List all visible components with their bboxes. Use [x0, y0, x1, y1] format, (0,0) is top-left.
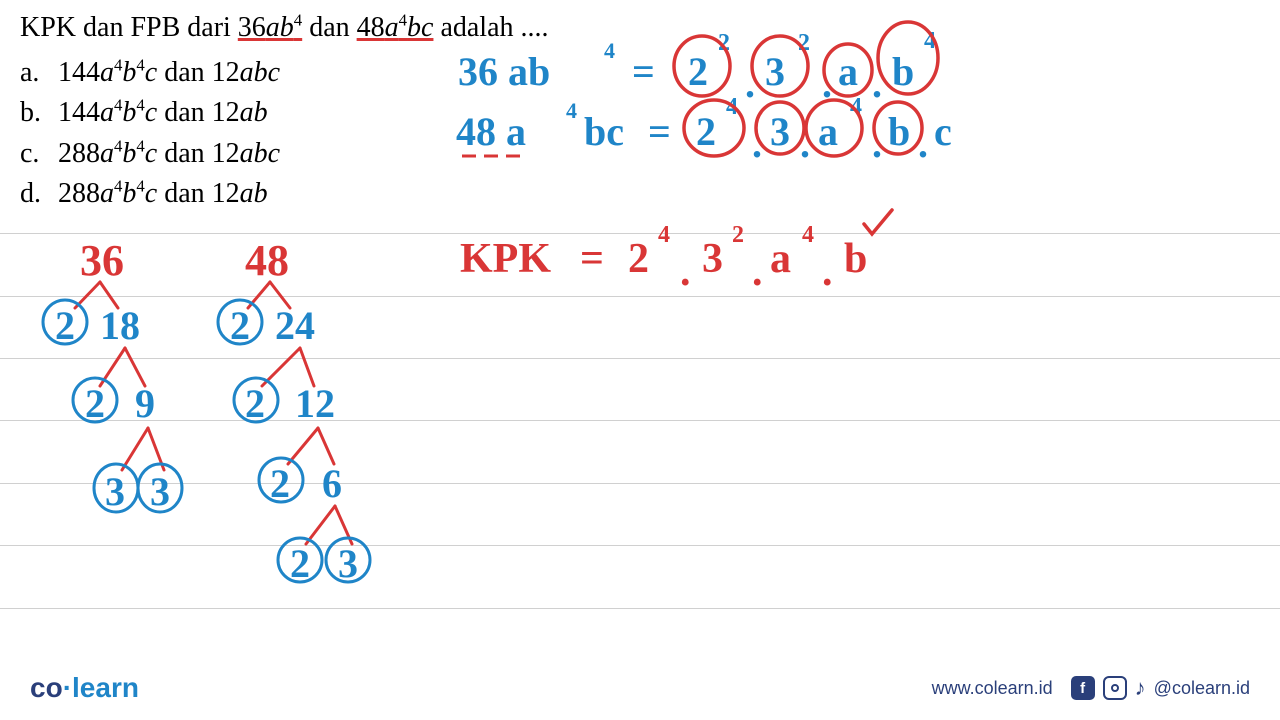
handwritten-text: .: [822, 60, 832, 107]
handwritten-text: 2: [270, 460, 290, 507]
handwritten-text: 2: [230, 302, 250, 349]
handwritten-text: bc: [584, 108, 624, 155]
handwritten-text: .: [800, 120, 810, 167]
handwritten-text: 4: [566, 98, 577, 124]
instagram-icon: [1103, 676, 1127, 700]
handwritten-text: a: [770, 235, 791, 283]
handwritten-text: 2: [696, 108, 716, 155]
handwritten-text: 4: [924, 28, 936, 55]
expr1: 36ab4: [238, 12, 302, 43]
brand-logo: co·learn: [30, 672, 139, 704]
option-d: d.288a4b4c dan 12ab: [20, 174, 549, 215]
tiktok-icon: ♪: [1135, 675, 1146, 701]
handwritten-text: b: [844, 235, 867, 283]
handwritten-text: 3: [702, 235, 723, 283]
footer-url: www.colearn.id: [932, 678, 1053, 699]
handwritten-text: 2: [85, 380, 105, 427]
handwritten-text: 3: [338, 540, 358, 587]
handwritten-text: 2: [245, 380, 265, 427]
handwritten-text: 2: [798, 30, 810, 57]
handwritten-text: .: [745, 60, 755, 107]
handwritten-text: 36: [80, 235, 124, 286]
handwritten-text: 3: [105, 468, 125, 515]
handwritten-text: =: [632, 48, 655, 95]
handwritten-text: 2: [55, 302, 75, 349]
handwritten-text: 2: [628, 235, 649, 283]
facebook-icon: f: [1071, 676, 1095, 700]
handwritten-text: 2: [688, 48, 708, 95]
handwritten-text: =: [648, 108, 671, 155]
handwritten-text: .: [822, 248, 833, 296]
handwritten-text: .: [680, 248, 691, 296]
footer-right: www.colearn.id f ♪ @colearn.id: [932, 675, 1250, 701]
handwritten-text: 36 ab: [458, 48, 550, 95]
handwritten-text: .: [872, 120, 882, 167]
handwritten-text: 24: [275, 302, 315, 349]
title-mid: dan: [302, 12, 356, 43]
logo-learn: learn: [72, 672, 139, 703]
handwritten-text: 3: [150, 468, 170, 515]
handwritten-text: 4: [726, 94, 738, 121]
handwritten-text: .: [752, 120, 762, 167]
handwritten-text: 4: [604, 38, 615, 64]
handwritten-text: 9: [135, 380, 155, 427]
handwritten-text: b: [892, 48, 914, 95]
footer: co·learn www.colearn.id f ♪ @colearn.id: [0, 668, 1280, 708]
logo-dot: ·: [63, 672, 72, 703]
social-icons: f ♪ @colearn.id: [1071, 675, 1250, 701]
handwritten-text: 6: [322, 460, 342, 507]
handwritten-text: .: [752, 248, 763, 296]
title-suffix: adalah ....: [433, 12, 548, 43]
expr2: 48a4bc: [357, 12, 434, 43]
handwritten-text: =: [580, 235, 604, 283]
handwritten-text: 18: [100, 302, 140, 349]
handwritten-text: 48: [245, 235, 289, 286]
handwritten-text: .: [872, 60, 882, 107]
handwritten-text: KPK: [460, 235, 551, 283]
footer-handle: @colearn.id: [1154, 678, 1250, 699]
handwritten-text: a: [838, 48, 858, 95]
handwritten-text: 4: [802, 222, 814, 249]
logo-co: co: [30, 672, 63, 703]
handwritten-text: 3: [765, 48, 785, 95]
handwritten-text: 2: [718, 30, 730, 57]
handwritten-text: 2: [732, 222, 744, 249]
question-title: KPK dan FPB dari 36ab4 dan 48a4bc adalah…: [20, 8, 549, 49]
handwritten-text: c: [934, 108, 952, 155]
handwritten-text: 4: [850, 94, 862, 121]
handwritten-text: b: [888, 108, 910, 155]
handwritten-text: 48 a: [456, 108, 526, 155]
handwritten-text: .: [918, 120, 928, 167]
title-prefix: KPK dan FPB dari: [20, 12, 238, 43]
handwritten-text: 3: [770, 108, 790, 155]
handwritten-text: 2: [290, 540, 310, 587]
handwritten-text: 4: [658, 222, 670, 249]
handwritten-text: 12: [295, 380, 335, 427]
handwritten-text: a: [818, 108, 838, 155]
